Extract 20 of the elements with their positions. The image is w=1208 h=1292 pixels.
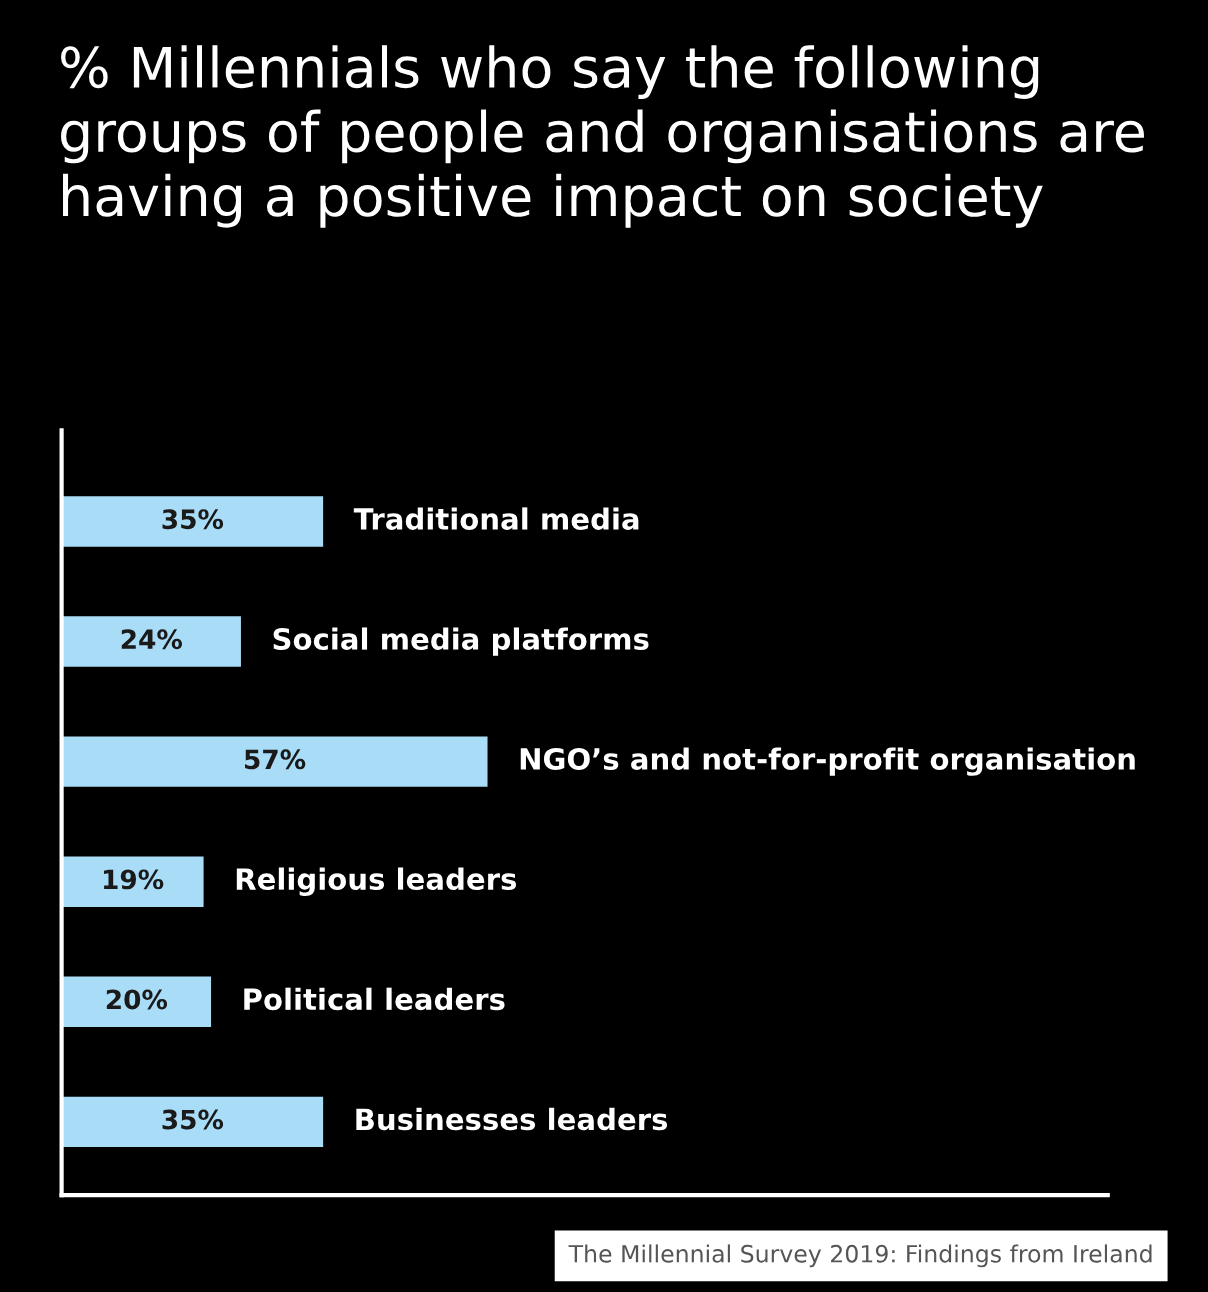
bar — [61, 1096, 324, 1148]
y-tick-label: Political leaders — [244, 987, 505, 1011]
y-tick-label: Traditional media — [353, 507, 639, 530]
data-label: 20% — [106, 989, 168, 1010]
data-label: 35% — [162, 1109, 224, 1130]
chart-title: % Millennials who say the following groups of people and organisations are having a positive impact on society — [61, 45, 1144, 228]
bar — [61, 976, 212, 1027]
data-label: 35% — [162, 509, 224, 530]
y-tick-label: NGO’s and not-for-profit organisation — [520, 747, 1135, 776]
y-tick-label: Religious leaders — [236, 867, 517, 896]
y-tick-label: Social media platforms — [273, 627, 649, 656]
text: The Millennial Survey 2019: Findings from Ireland — [568, 1244, 1152, 1268]
y-tick-label: Businesses leaders — [356, 1107, 668, 1131]
data-label: 19% — [103, 869, 164, 890]
bar — [61, 496, 324, 547]
data-label: 24% — [121, 629, 183, 650]
bar — [61, 616, 241, 667]
bar — [61, 856, 204, 907]
bar — [61, 736, 488, 787]
data-label: 57% — [245, 749, 306, 770]
